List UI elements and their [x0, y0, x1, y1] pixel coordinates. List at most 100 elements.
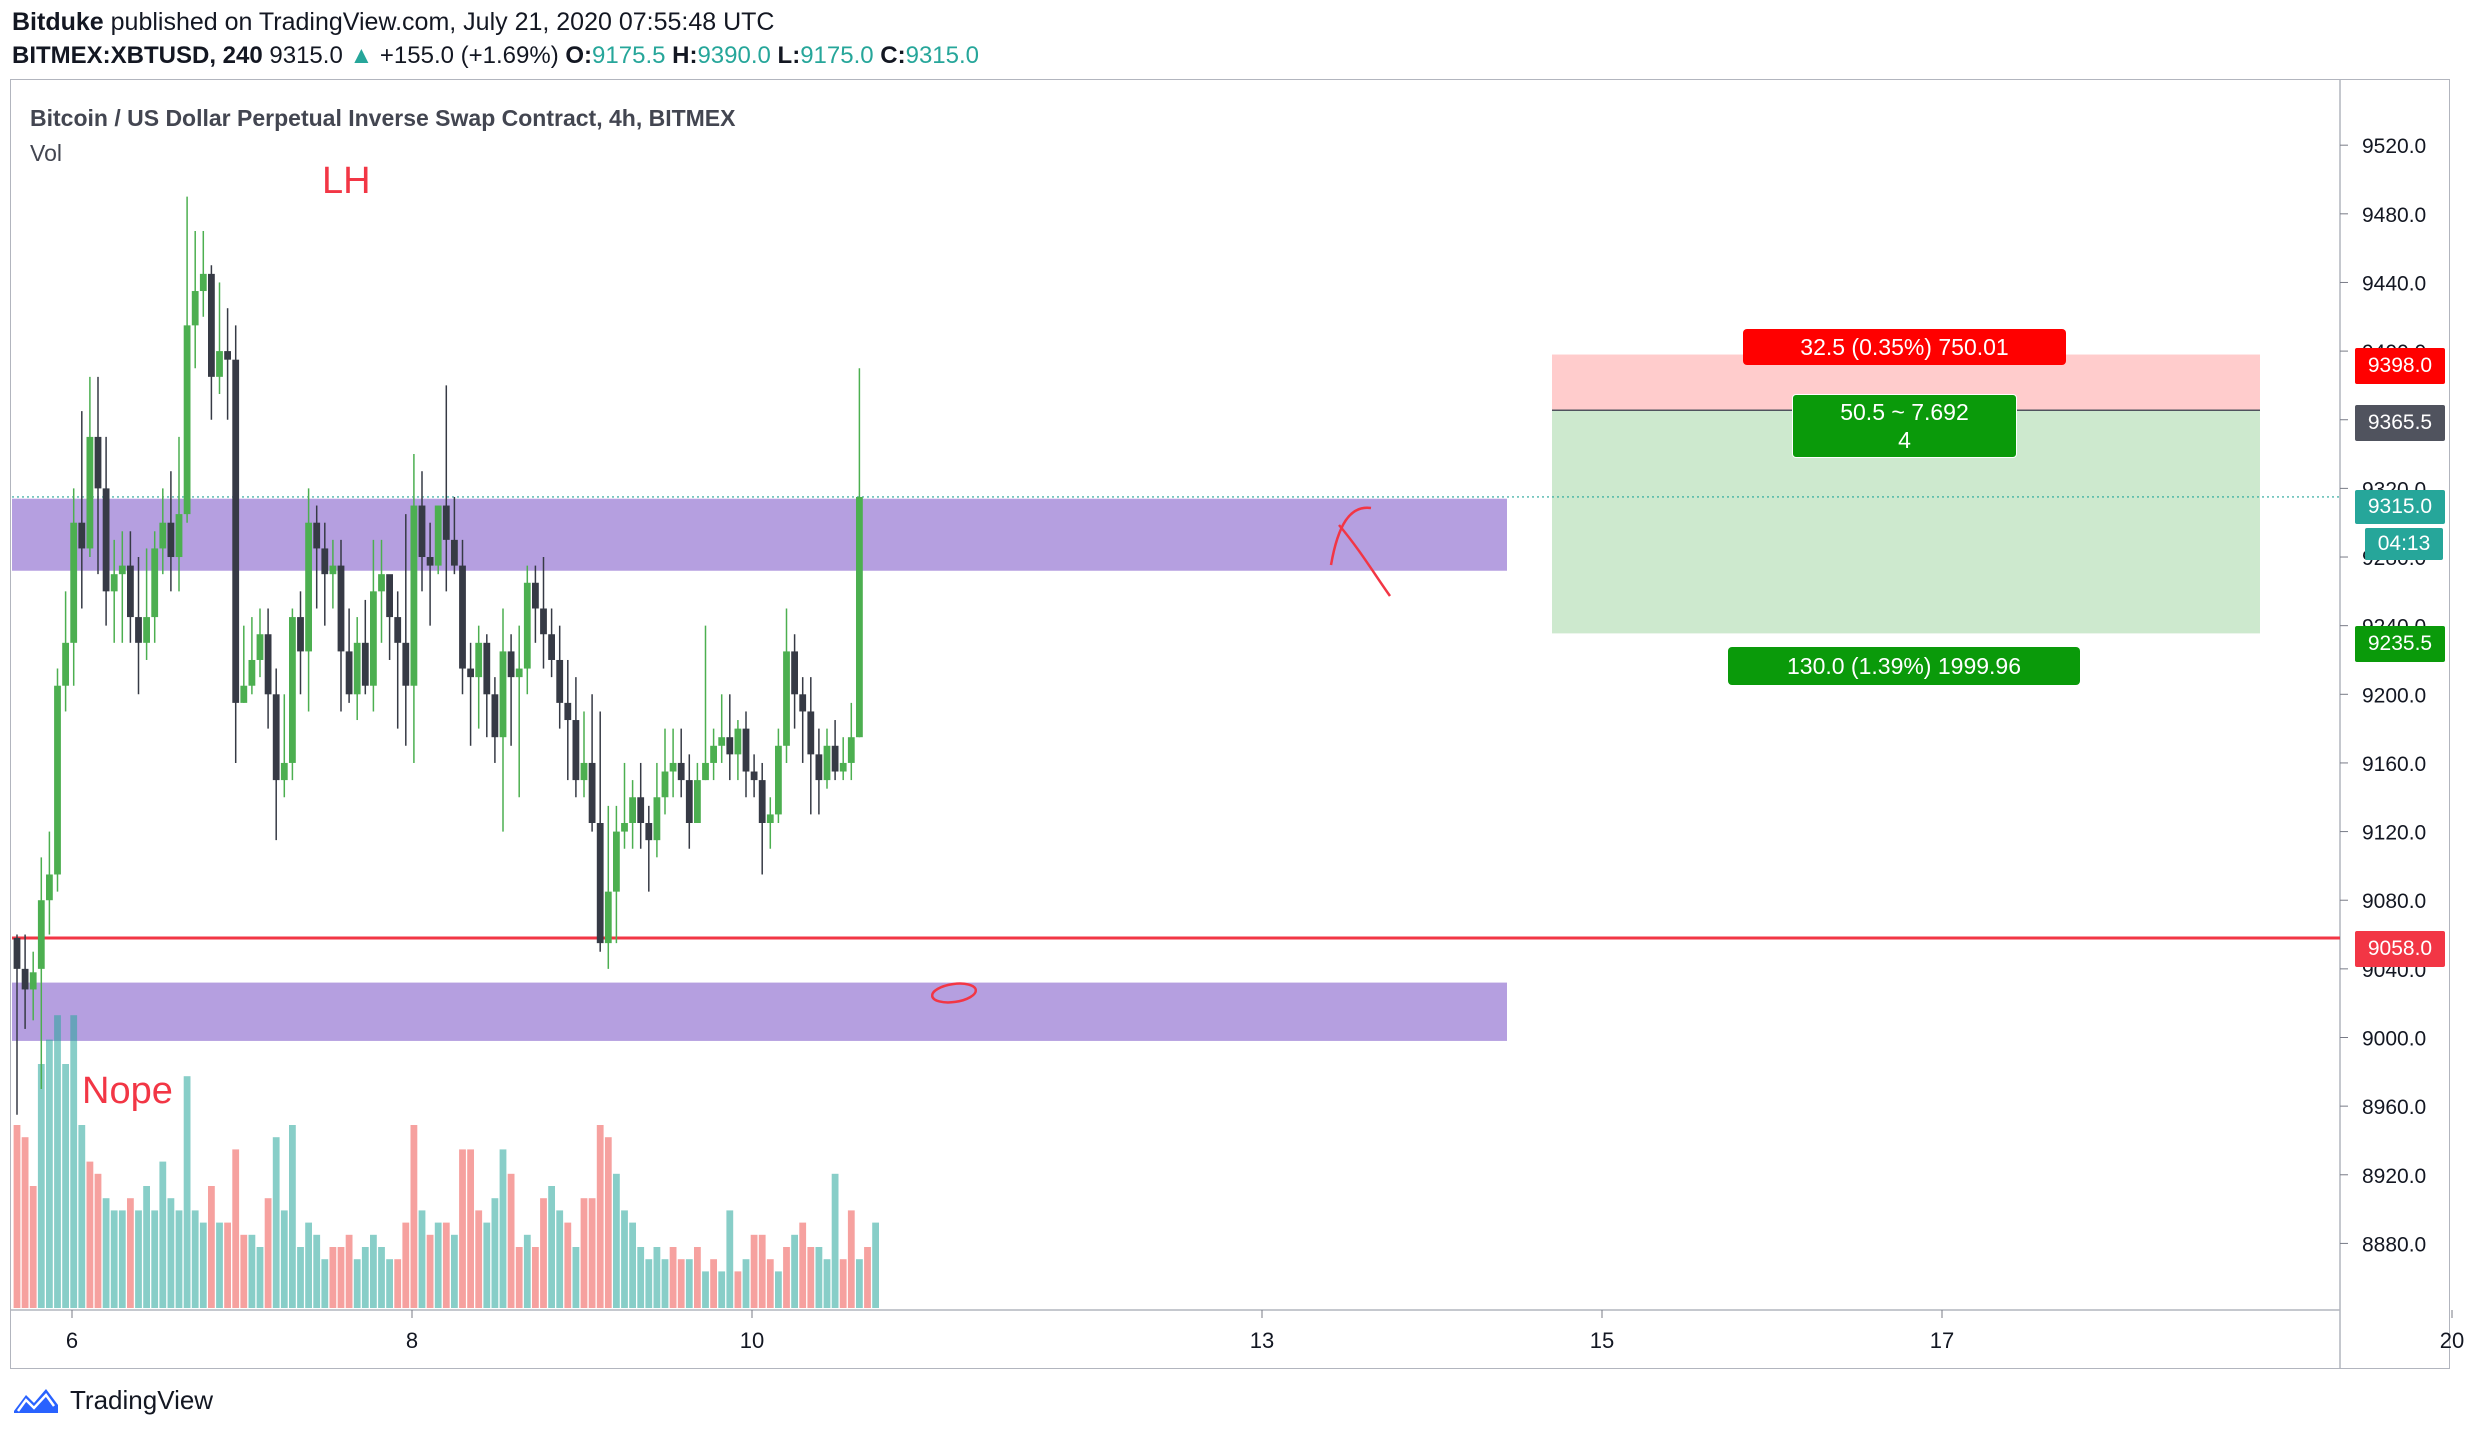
candle-body — [726, 737, 734, 755]
high-label: H: — [672, 42, 698, 69]
candle-body — [175, 514, 183, 558]
candle-body — [694, 780, 701, 823]
volume-bar — [337, 1247, 345, 1308]
candle-body — [685, 780, 693, 823]
x-tick-label: 6 — [66, 1328, 78, 1353]
candle-body — [321, 548, 329, 575]
volume-bar — [629, 1222, 636, 1308]
volume-bar — [742, 1259, 750, 1308]
volume-bar — [637, 1247, 645, 1308]
volume-bar — [37, 1064, 45, 1308]
volume-bar — [532, 1247, 539, 1308]
volume-bar — [442, 1222, 450, 1308]
demand-zone-1[interactable] — [12, 982, 1507, 1041]
candle-body — [62, 642, 69, 686]
volume-bar — [750, 1234, 758, 1308]
line-price-tag: 9058.0 — [2355, 931, 2445, 967]
candle-body — [596, 823, 604, 944]
volume-bar — [402, 1222, 410, 1308]
candle-body — [46, 874, 53, 901]
tradingview-brand[interactable]: TradingView — [12, 1385, 213, 1416]
entry-price-tag: 9365.5 — [2355, 405, 2445, 441]
candle-body — [143, 617, 150, 643]
y-tick-label: 8880.0 — [2362, 1233, 2426, 1256]
target-price-tag: 9235.5 — [2355, 626, 2445, 662]
volume-bar — [775, 1271, 782, 1308]
candle-body — [78, 522, 86, 549]
volume-bar — [483, 1222, 491, 1308]
candle-body — [86, 436, 94, 549]
candle-body — [750, 771, 758, 781]
volume-bar — [831, 1173, 839, 1308]
volume-bar — [21, 1137, 29, 1308]
close-label: C: — [880, 42, 906, 69]
volume-bar — [216, 1222, 223, 1308]
candle-body — [159, 522, 167, 549]
candle-body — [345, 651, 353, 695]
volume-bar — [264, 1198, 272, 1308]
y-tick-label: 9120.0 — [2362, 822, 2426, 845]
publish-header: Bitduke published on TradingView.com, Ju… — [12, 8, 774, 37]
candle-body — [151, 548, 159, 618]
candle-body — [434, 505, 442, 566]
candle-body — [645, 823, 653, 841]
candle-body — [758, 780, 766, 823]
candle-body — [847, 737, 855, 763]
publish-info: published on TradingView.com, July 21, 2… — [110, 8, 775, 36]
candle-body — [305, 522, 312, 652]
y-tick-label: 9000.0 — [2362, 1028, 2426, 1051]
candle-body — [823, 745, 831, 781]
volume-bar — [645, 1259, 653, 1308]
take-profit-label[interactable]: 130.0 (1.39%) 1999.96 — [1728, 647, 2080, 685]
volume-bar — [499, 1149, 507, 1308]
candle-body — [135, 617, 142, 643]
candle-body — [264, 634, 272, 695]
volume-bar — [572, 1247, 580, 1308]
stop-loss-label[interactable]: 32.5 (0.35%) 750.01 — [1743, 329, 2066, 365]
last-price: 9315.0 — [269, 42, 343, 69]
chart-title: Bitcoin / US Dollar Perpetual Inverse Sw… — [30, 105, 736, 131]
volume-bar — [710, 1259, 717, 1308]
volume-bar — [378, 1247, 385, 1308]
volume-bar — [199, 1222, 207, 1308]
low-value: 9175.0 — [800, 42, 874, 69]
volume-bar — [280, 1210, 288, 1308]
risk-reward-label[interactable]: 50.5 ~ 7.692 4 — [1792, 394, 2017, 458]
volume-bar — [370, 1234, 377, 1308]
volume-bar — [475, 1210, 483, 1308]
volume-bar — [580, 1198, 588, 1308]
volume-bar — [604, 1137, 612, 1308]
volume-bar — [515, 1247, 523, 1308]
volume-bar — [305, 1222, 312, 1308]
author-name[interactable]: Bitduke — [12, 8, 104, 36]
volume-bar — [62, 1064, 69, 1308]
candle-body — [386, 574, 393, 618]
candle-body — [677, 762, 685, 781]
volume-bar — [329, 1247, 337, 1308]
chart-frame[interactable] — [10, 79, 2450, 1369]
candle-body — [313, 522, 321, 549]
annotation-nope: Nope — [82, 1070, 173, 1112]
candle-body — [21, 968, 29, 990]
x-tick-label: 13 — [1250, 1328, 1274, 1353]
y-tick-label: 9440.0 — [2362, 272, 2426, 295]
candle-body — [208, 273, 215, 377]
volume-bar — [702, 1271, 709, 1308]
candle-body — [491, 694, 499, 738]
demand-zone-0[interactable] — [12, 498, 1507, 571]
volume-bar — [167, 1198, 175, 1308]
volume-bar — [564, 1222, 572, 1308]
candle-body — [499, 651, 507, 738]
open-label: O: — [565, 42, 593, 69]
y-tick-label: 9520.0 — [2362, 135, 2426, 158]
volume-bar — [459, 1149, 466, 1308]
volume-bar — [29, 1186, 37, 1308]
volume-bar — [208, 1186, 215, 1308]
candle-body — [766, 814, 774, 823]
volume-bar — [418, 1210, 426, 1308]
candle-body — [629, 797, 636, 823]
volume-bar — [491, 1198, 499, 1308]
candle-body — [742, 728, 750, 772]
volume-bar — [240, 1234, 248, 1308]
